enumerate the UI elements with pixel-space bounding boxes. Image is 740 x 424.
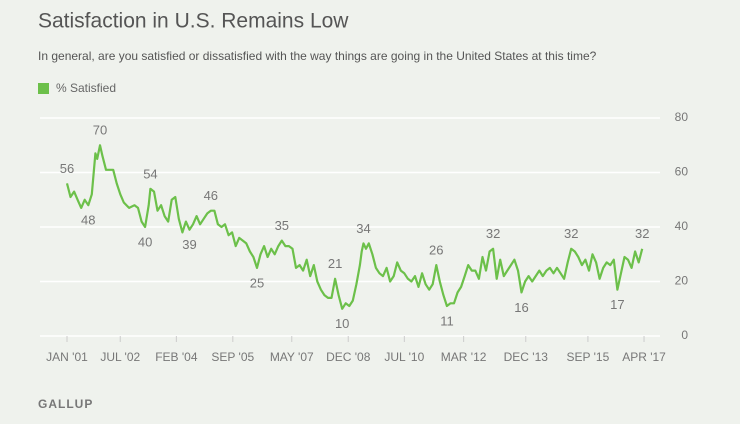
y-tick-label: 0 bbox=[681, 328, 688, 342]
x-tick-label: SEP '15 bbox=[567, 350, 610, 364]
data-label: 46 bbox=[204, 188, 218, 203]
line bbox=[65, 144, 644, 310]
x-tick-label: JUL '10 bbox=[384, 350, 424, 364]
data-label: 40 bbox=[138, 234, 152, 249]
x-tick-label: MAY '07 bbox=[270, 350, 314, 364]
x-tick-label: JAN '01 bbox=[46, 350, 88, 364]
y-tick-label: 80 bbox=[675, 110, 689, 124]
x-tick-label: APR '17 bbox=[622, 350, 666, 364]
legend-label: % Satisfied bbox=[56, 81, 116, 95]
data-label: 16 bbox=[514, 300, 528, 315]
data-label: 35 bbox=[275, 218, 289, 233]
chart-title: Satisfaction in U.S. Remains Low bbox=[38, 10, 349, 33]
data-label: 32 bbox=[564, 226, 578, 241]
source: GALLUP bbox=[38, 397, 93, 411]
data-label: 32 bbox=[486, 226, 500, 241]
legend-swatch bbox=[38, 83, 49, 94]
y-tick-label: 40 bbox=[675, 219, 689, 233]
data-label: 26 bbox=[429, 243, 443, 258]
y-tick-label: 20 bbox=[675, 274, 689, 288]
data-label: 17 bbox=[610, 297, 624, 312]
data-label: 34 bbox=[356, 221, 370, 236]
x-tick-label: DEC '08 bbox=[326, 350, 371, 364]
x-tick-label: DEC '13 bbox=[504, 350, 549, 364]
data-label: 48 bbox=[81, 213, 95, 228]
data-label: 54 bbox=[143, 166, 157, 181]
data-label: 56 bbox=[60, 161, 74, 176]
data-label: 39 bbox=[182, 237, 196, 252]
data-label: 70 bbox=[93, 123, 107, 138]
y-tick-label: 60 bbox=[675, 165, 689, 179]
x-tick-label: FEB '04 bbox=[155, 350, 198, 364]
x-tick-label: SEP '05 bbox=[211, 350, 254, 364]
x-tick-label: MAR '12 bbox=[441, 350, 487, 364]
data-label: 21 bbox=[328, 256, 342, 271]
chart-subtitle: In general, are you satisfied or dissati… bbox=[38, 49, 597, 63]
data-label: 32 bbox=[635, 226, 649, 241]
data-label: 10 bbox=[335, 316, 349, 331]
x-tick-label: JUL '02 bbox=[100, 350, 140, 364]
data-label: 25 bbox=[250, 275, 264, 290]
data-label: 11 bbox=[440, 313, 454, 328]
